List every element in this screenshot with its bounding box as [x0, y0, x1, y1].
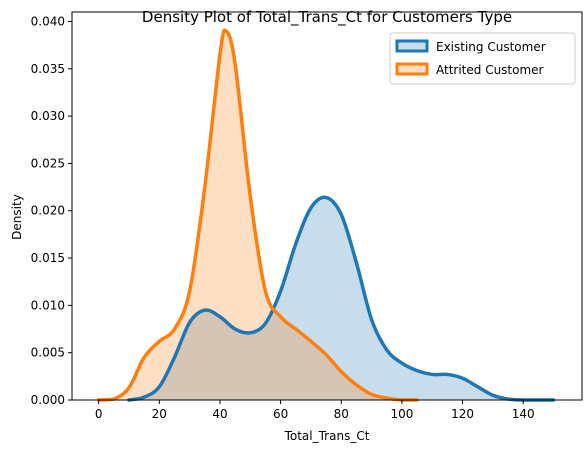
legend-swatch-attrited [395, 62, 429, 76]
x-tick-label: 140 [512, 407, 535, 421]
x-tick-label: 120 [451, 407, 474, 421]
x-axis-ticks: 0 20 40 60 80 100 120 140 [95, 400, 535, 421]
x-tick-label: 80 [334, 407, 349, 421]
y-tick-label: 0.015 [31, 251, 65, 265]
y-tick-label: 0.020 [31, 204, 65, 218]
series-line-1 [96, 28, 419, 402]
legend-frame [389, 32, 576, 85]
x-tick-label: 0 [95, 407, 103, 421]
series-fills [98, 30, 554, 400]
legend-label-existing: Existing Customer [436, 40, 546, 54]
y-tick-label: 0.040 [31, 14, 65, 28]
series-line-0 [127, 195, 556, 402]
x-tick-label: 60 [273, 407, 288, 421]
y-tick-label: 0.030 [31, 109, 65, 123]
y-axis-label: Density [10, 194, 24, 240]
y-tick-label: 0.000 [31, 393, 65, 407]
y-tick-label: 0.005 [31, 346, 65, 360]
y-tick-label: 0.010 [31, 298, 65, 312]
series-fill-0 [129, 197, 554, 400]
x-axis-label: Total_Trans_Ct [284, 429, 370, 443]
axes-frame [71, 11, 583, 401]
legend-swatch-existing [395, 39, 429, 53]
x-tick-label: 20 [152, 407, 167, 421]
x-tick-label: 40 [212, 407, 227, 421]
legend-label-attrited: Attrited Customer [436, 63, 544, 77]
series-fill-1 [98, 30, 418, 400]
y-axis-ticks: 0.000 0.005 0.010 0.015 0.020 0.025 0.030 0.035… [31, 14, 72, 407]
y-tick-label: 0.025 [31, 156, 65, 170]
chart-title: Density Plot of Total_Trans_Ct for Custo… [142, 8, 512, 27]
y-tick-label: 0.035 [31, 62, 65, 76]
plot-area [96, 28, 556, 402]
legend: Existing Customer Attrited Customer [389, 32, 576, 85]
series-lines [96, 28, 556, 402]
x-tick-label: 100 [390, 407, 413, 421]
